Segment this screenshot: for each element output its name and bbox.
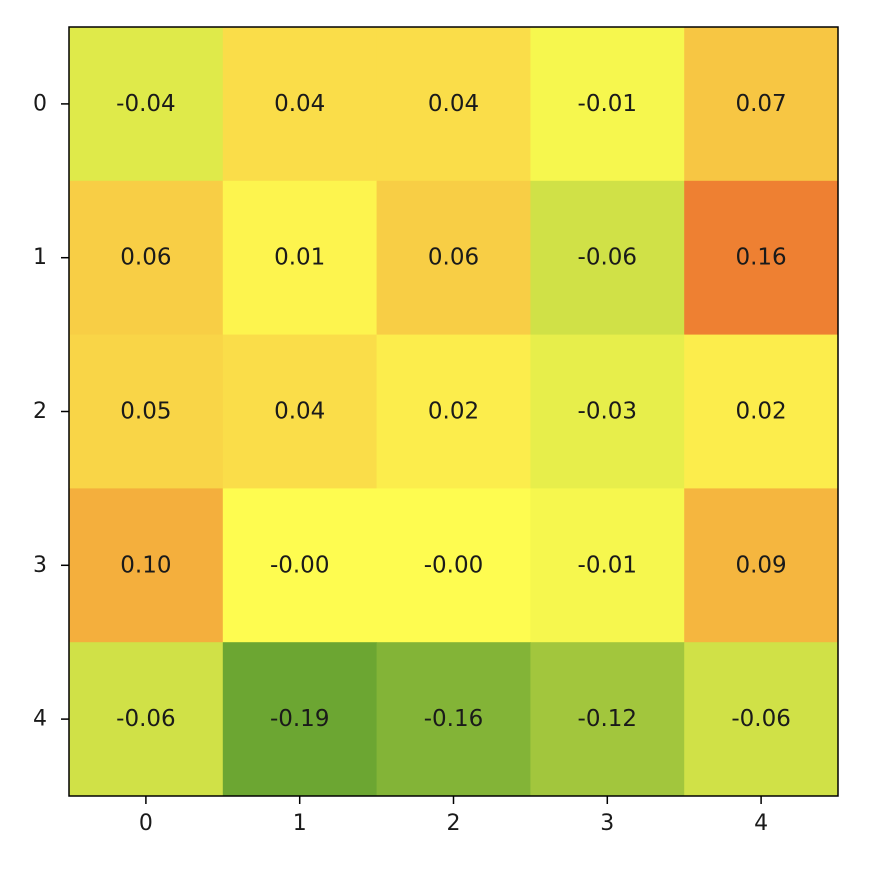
y-tick-label-1: 1 [33,245,47,270]
heatmap-cell-labels: -0.04 0.04 0.04 -0.01 0.07 0.06 0.01 0.06 -0.06 0… [116,91,791,732]
heatmap-cell-r0-c3 [530,27,685,182]
heatmap-cell-r4-c0 [69,642,224,797]
cell-label-r2-c1: 0.04 [274,399,325,425]
cell-label-r4-c4: -0.06 [731,706,791,732]
heatmap-cell-r0-c0 [69,27,224,182]
heatmap-cell-r3-c3 [530,488,685,643]
cell-label-r2-c2: 0.02 [428,399,479,425]
cell-label-r1-c0: 0.06 [120,245,171,271]
cell-label-r3-c3: -0.01 [578,552,638,578]
y-tick-label-3: 3 [33,553,47,578]
cell-label-r3-c4: 0.09 [735,552,786,578]
x-tick-label-2: 2 [447,811,461,836]
cell-label-r3-c1: -0.00 [270,552,330,578]
cell-label-r2-c0: 0.05 [120,399,171,425]
cell-label-r2-c3: -0.03 [578,399,638,425]
heatmap-cell-r0-c2 [376,27,531,182]
heatmap-cell-r0-c4 [684,27,839,182]
cell-label-r4-c1: -0.19 [270,706,330,732]
heatmap-cell-r2-c4 [684,334,839,489]
cell-label-r0-c2: 0.04 [428,91,479,117]
heatmap-cell-r1-c4 [684,180,839,336]
cell-label-r1-c3: -0.06 [578,245,638,271]
cell-label-r3-c2: -0.00 [424,552,484,578]
cell-label-r3-c0: 0.10 [120,552,171,578]
cell-label-r2-c4: 0.02 [735,399,786,425]
y-tick-label-2: 2 [33,399,47,424]
heatmap-cell-r4-c1 [222,642,378,797]
heatmap-cells [69,27,839,797]
x-tick-label-0: 0 [139,811,153,836]
heatmap-cell-r1-c2 [376,180,531,336]
cell-label-r4-c3: -0.12 [578,706,638,732]
x-tick-label-3: 3 [600,811,614,836]
heatmap-cell-r1-c3 [530,180,685,336]
heatmap-cell-r3-c2 [376,488,531,643]
heatmap-cell-r2-c0 [69,334,224,489]
heatmap-cell-r4-c4 [684,642,839,797]
heatmap-cell-r3-c0 [69,488,224,643]
cell-label-r1-c2: 0.06 [428,245,479,271]
y-tick-label-4: 4 [33,707,47,732]
heatmap-cell-r0-c1 [222,27,378,182]
x-axis: 0 1 2 3 4 [139,796,768,836]
cell-label-r0-c3: -0.01 [578,91,638,117]
cell-label-r4-c2: -0.16 [424,706,484,732]
x-tick-label-1: 1 [293,811,307,836]
heatmap-cell-r3-c4 [684,488,839,643]
y-tick-label-0: 0 [33,91,47,116]
heatmap-cell-r2-c3 [530,334,685,489]
heatmap-cell-r1-c1 [222,180,378,336]
heatmap-cell-r1-c0 [69,180,224,336]
heatmap-cell-r4-c2 [376,642,531,797]
heatmap-cell-r3-c1 [222,488,378,643]
cell-label-r4-c0: -0.06 [116,706,176,732]
heatmap-cell-r4-c3 [530,642,685,797]
cell-label-r0-c4: 0.07 [735,91,786,117]
cell-label-r0-c0: -0.04 [116,91,176,117]
heatmap-cell-r2-c1 [222,334,378,489]
cell-label-r1-c1: 0.01 [274,245,325,271]
x-tick-label-4: 4 [754,811,768,836]
y-axis: 0 1 2 3 4 [33,91,69,732]
heatmap-cell-r2-c2 [376,334,531,489]
cell-label-r1-c4: 0.16 [735,245,786,271]
cell-label-r0-c1: 0.04 [274,91,325,117]
